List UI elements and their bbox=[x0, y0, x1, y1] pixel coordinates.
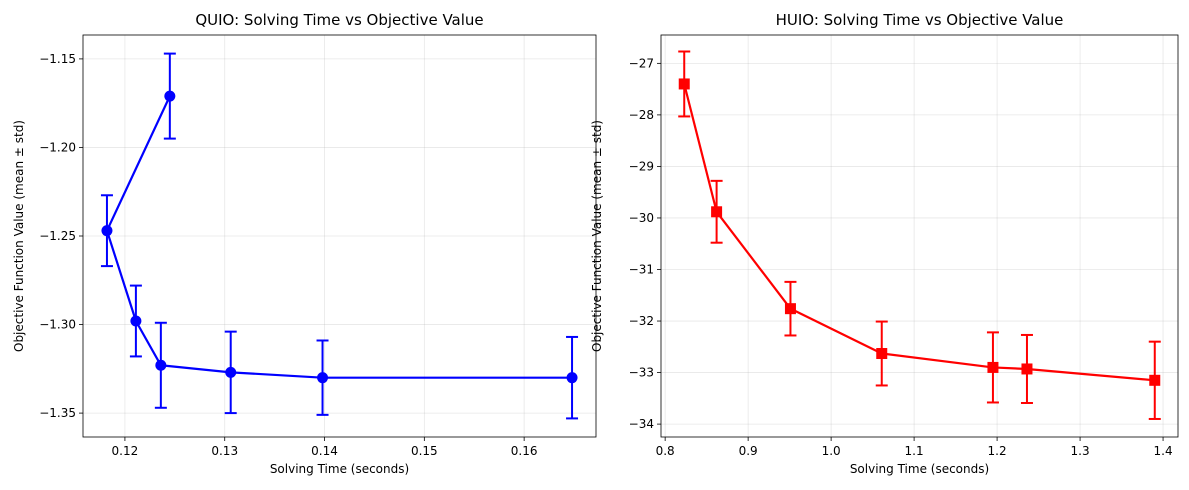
y-tick-label: −31 bbox=[629, 263, 654, 277]
chart-2: 0.8 0.9 1.0 1.1 1.2 1.3 1.4 −27 −28 −29 −30 −31 −32 −… bbox=[590, 11, 1179, 476]
y-tick-label: −27 bbox=[629, 56, 654, 70]
y-tick-label: −33 bbox=[629, 366, 654, 380]
data-point bbox=[130, 315, 142, 327]
data-point bbox=[101, 225, 113, 237]
y-axis-label: Objective Function Value (mean ± std) bbox=[590, 120, 604, 352]
x-tick-label: 0.16 bbox=[511, 444, 538, 458]
data-point bbox=[876, 348, 888, 360]
x-tick-label: 0.14 bbox=[311, 444, 338, 458]
y-tick-label: −28 bbox=[629, 108, 654, 122]
series-line bbox=[683, 83, 1155, 382]
x-tick-label: 0.15 bbox=[411, 444, 438, 458]
data-point bbox=[1021, 363, 1033, 375]
y-axis-label: Objective Function Value (mean ± std) bbox=[12, 120, 26, 352]
axes-frame bbox=[82, 34, 597, 438]
data-point bbox=[155, 359, 167, 371]
data-point bbox=[317, 372, 329, 384]
y-tick-label: −1.25 bbox=[39, 229, 76, 243]
x-tick-label: 1.3 bbox=[1071, 444, 1090, 458]
x-tick-label: 0.13 bbox=[211, 444, 238, 458]
x-axis-label: Solving Time (seconds) bbox=[850, 462, 989, 476]
y-tick-label: −1.20 bbox=[39, 140, 76, 154]
y-tick-label: −32 bbox=[629, 314, 654, 328]
y-tick-label: −29 bbox=[629, 159, 654, 173]
x-tick-label: 1.1 bbox=[905, 444, 924, 458]
data-point bbox=[164, 90, 176, 102]
chart-title: HUIO: Solving Time vs Objective Value bbox=[776, 11, 1064, 29]
chart-1: 0.12 0.13 0.14 0.15 0.16 −1.15 −1.20 −1.25 −1.30… bbox=[12, 11, 597, 476]
data-point bbox=[1149, 374, 1161, 386]
series-line bbox=[105, 95, 573, 379]
y-tick-label: −34 bbox=[629, 417, 654, 431]
data-point bbox=[566, 372, 578, 384]
axes-frame bbox=[660, 34, 1179, 438]
x-tick-label: 0.9 bbox=[739, 444, 758, 458]
x-tick-label: 1.2 bbox=[988, 444, 1007, 458]
x-tick-label: 1.0 bbox=[822, 444, 841, 458]
x-tick-label: 0.8 bbox=[656, 444, 675, 458]
x-tick-label: 0.12 bbox=[112, 444, 139, 458]
y-tick-label: −1.30 bbox=[39, 318, 76, 332]
data-point bbox=[711, 206, 723, 218]
data-point bbox=[987, 361, 999, 373]
y-tick-label: −1.35 bbox=[39, 406, 76, 420]
x-axis-label: Solving Time (seconds) bbox=[270, 462, 409, 476]
data-point bbox=[225, 366, 237, 378]
data-point bbox=[678, 78, 690, 90]
x-tick-label: 1.4 bbox=[1154, 444, 1173, 458]
y-tick-label: −30 bbox=[629, 211, 654, 225]
chart-title: QUIO: Solving Time vs Objective Value bbox=[195, 11, 483, 29]
y-tick-label: −1.15 bbox=[39, 52, 76, 66]
data-point bbox=[784, 303, 796, 315]
